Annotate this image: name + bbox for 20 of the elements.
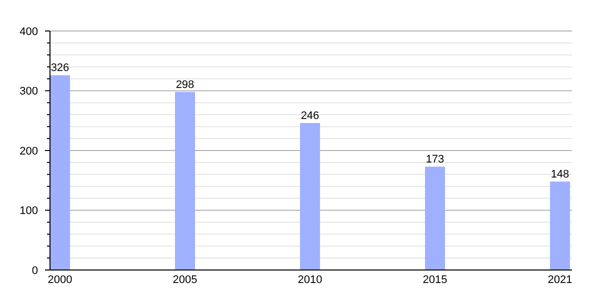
bar bbox=[550, 182, 570, 270]
y-tick-label: 0 bbox=[32, 264, 38, 277]
bar bbox=[300, 123, 320, 270]
y-tick-label: 400 bbox=[20, 26, 38, 38]
x-tick-label: 2010 bbox=[298, 274, 322, 286]
y-tick-label: 200 bbox=[20, 145, 38, 158]
data-label: 173 bbox=[426, 154, 444, 166]
bar bbox=[50, 75, 70, 270]
x-tick-label: 2021 bbox=[548, 274, 572, 286]
x-tick-label: 2000 bbox=[48, 274, 72, 286]
data-label: 246 bbox=[300, 110, 320, 122]
data-label: 148 bbox=[550, 168, 570, 181]
data-label: 298 bbox=[176, 78, 194, 91]
bar bbox=[425, 166, 445, 270]
x-tick-label: 2015 bbox=[422, 274, 448, 286]
y-tick-label: 100 bbox=[20, 205, 38, 218]
data-label: 326 bbox=[50, 62, 70, 74]
y-tick-label: 300 bbox=[20, 86, 38, 98]
bar bbox=[175, 92, 195, 270]
x-tick-label: 2005 bbox=[172, 274, 198, 286]
